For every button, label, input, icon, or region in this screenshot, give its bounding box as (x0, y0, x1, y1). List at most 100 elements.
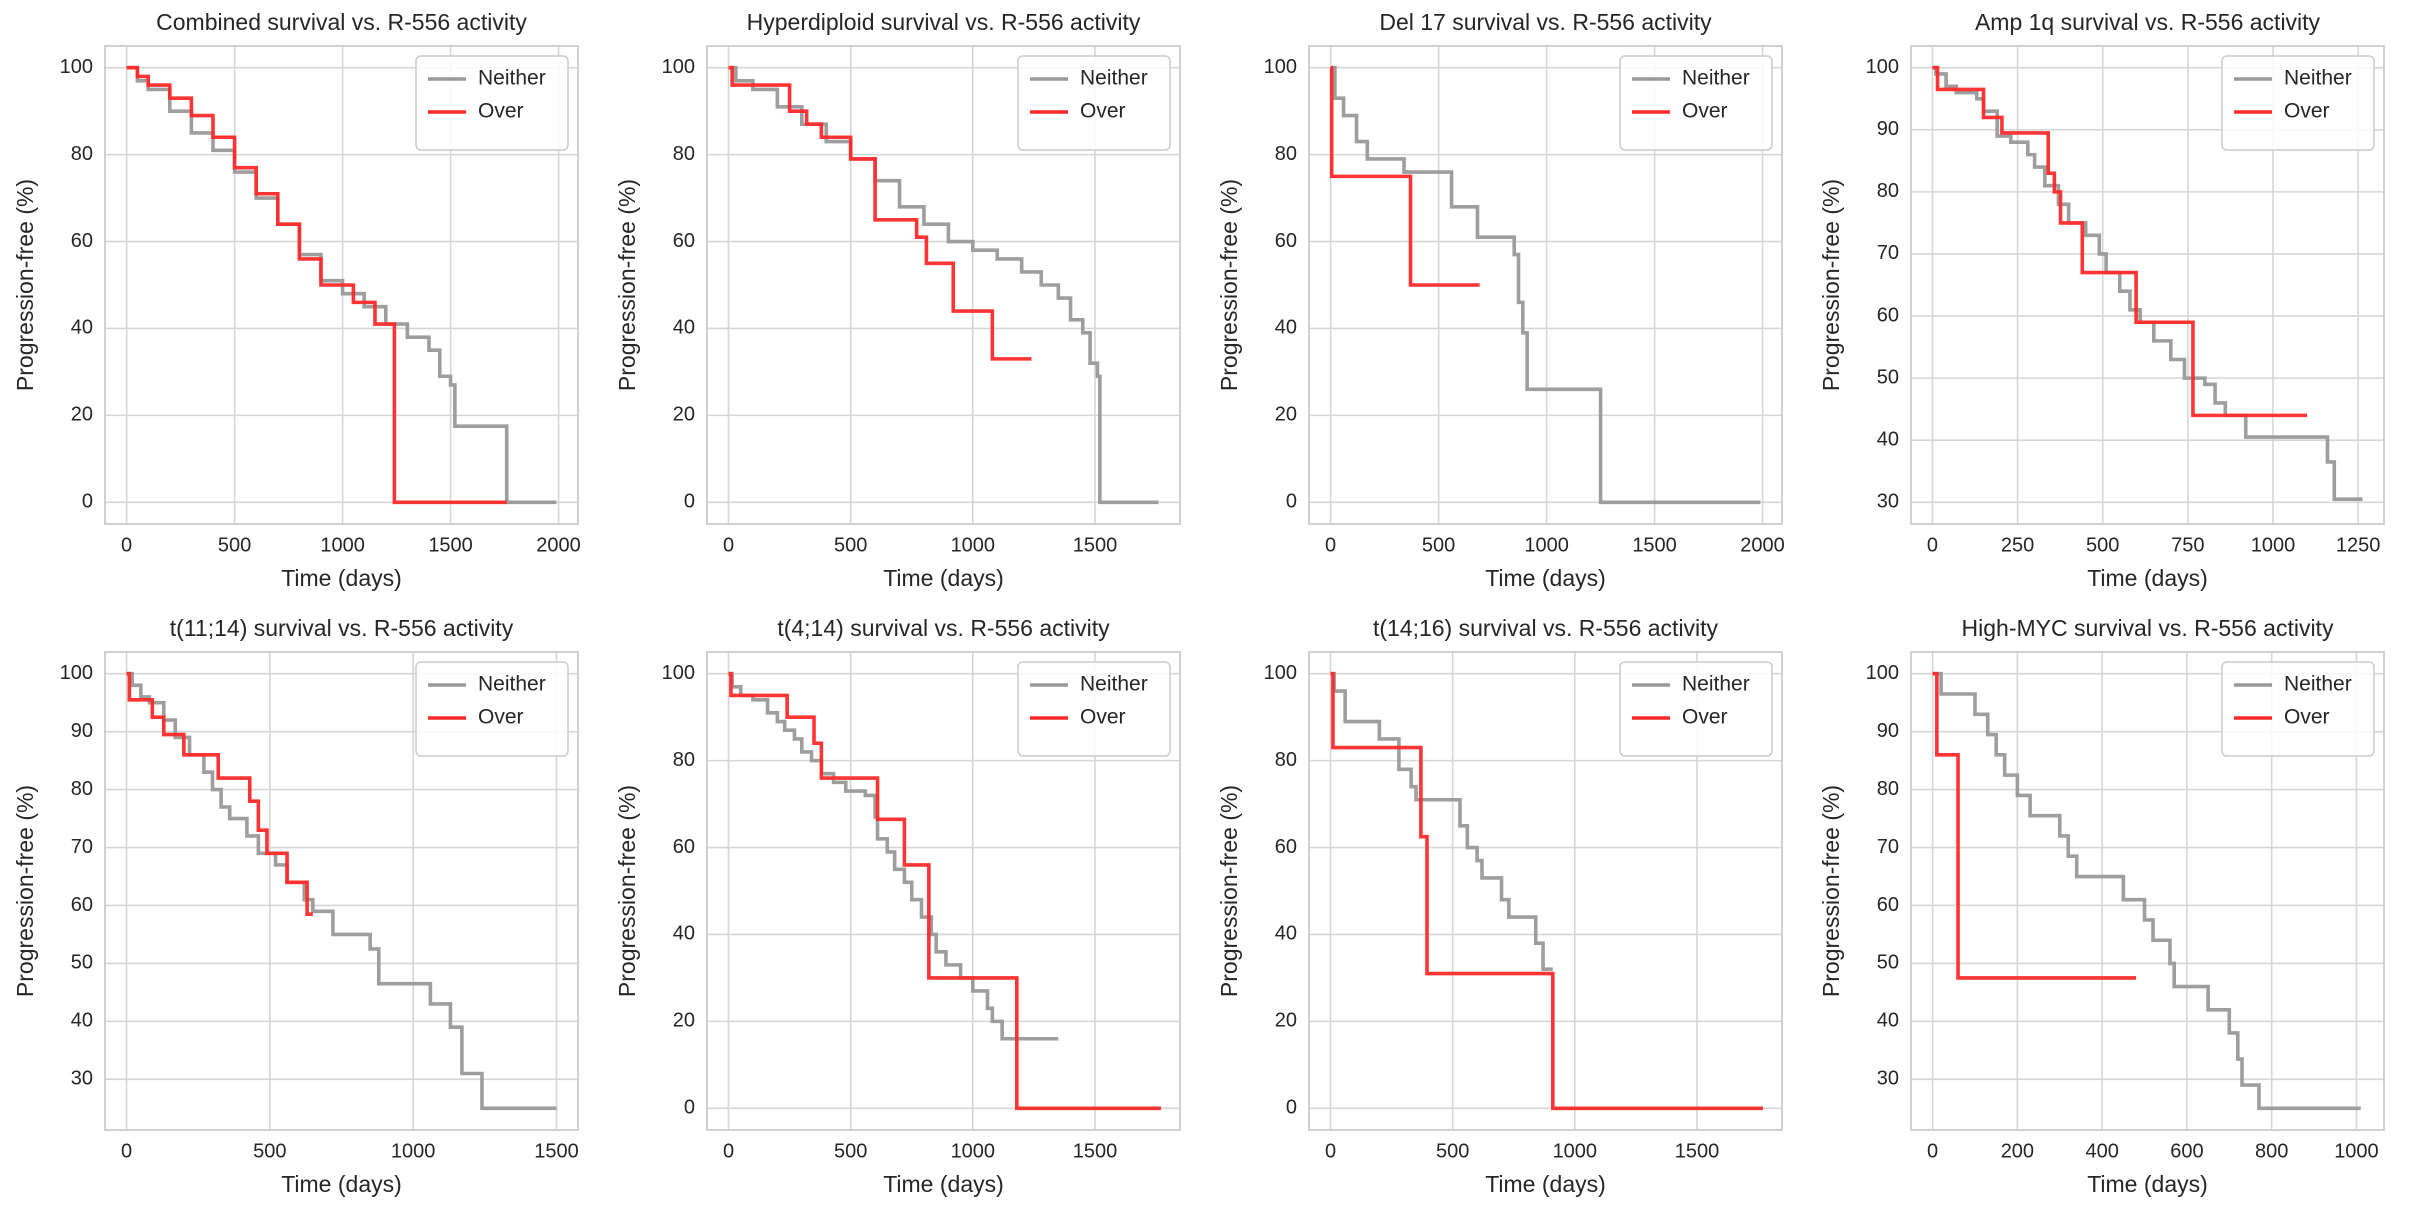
legend-label: Neither (2284, 673, 2352, 696)
chart-title: Hyperdiploid survival vs. R-556 activity (747, 9, 1141, 35)
x-tick-label: 500 (1436, 1140, 1469, 1162)
y-tick-label: 80 (71, 778, 93, 800)
x-tick-label: 1000 (1553, 1140, 1598, 1162)
x-tick-label: 1500 (1675, 1140, 1720, 1162)
axes-frame (706, 651, 1181, 1131)
y-tick-label: 100 (1866, 662, 1899, 684)
legend-label: Over (1080, 100, 1126, 123)
axes-frame (1910, 651, 2385, 1131)
y-tick-label: 20 (71, 404, 93, 426)
chart-title: t(14;16) survival vs. R-556 activity (1373, 615, 1719, 641)
x-tick-label: 1000 (951, 534, 996, 556)
survival-curve (126, 671, 313, 916)
x-tick-label: 1000 (1524, 534, 1569, 556)
x-axis-label: Time (days) (281, 1171, 402, 1197)
legend-label: Over (1080, 706, 1126, 729)
chart-title: t(4;14) survival vs. R-556 activity (777, 615, 1110, 641)
y-tick-label: 20 (1275, 1010, 1297, 1032)
legend-label: Over (2284, 706, 2330, 729)
chart-title: Amp 1q survival vs. R-556 activity (1975, 9, 2321, 35)
x-tick-label: 0 (121, 1140, 132, 1162)
subplot: 0 250 500 750 1000 1250 30 40 50 60 70 80 90 100 Amp 1… (1818, 9, 2385, 591)
subplot: 0 200 400 600 800 1000 30 40 50 60 70 80 90 100 High-M… (1818, 615, 2385, 1197)
x-tick-label: 1500 (534, 1140, 579, 1162)
y-tick-label: 60 (673, 836, 695, 858)
y-tick-label: 60 (673, 230, 695, 252)
y-axis-label: Progression-free (%) (1818, 179, 1844, 391)
survival-curve (1329, 65, 1480, 287)
axes-frame (1308, 651, 1783, 1131)
legend-label: Neither (2284, 67, 2352, 90)
x-tick-label: 400 (2085, 1140, 2118, 1162)
y-tick-label: 40 (673, 317, 695, 339)
y-axis-label: Progression-free (%) (12, 179, 38, 391)
y-tick-label: 0 (1286, 491, 1297, 513)
y-tick-label: 30 (71, 1068, 93, 1090)
y-tick-label: 30 (1877, 1068, 1899, 1090)
y-tick-label: 100 (1264, 662, 1297, 684)
subplot: 0 500 1000 1500 30 40 50 60 70 80 90 100 t(11;14) su… (12, 615, 579, 1197)
subplot: 0 500 1000 1500 0 20 40 60 80 100 Hyperdiploid sur… (614, 9, 1181, 591)
x-axis-label: Time (days) (2087, 1171, 2208, 1197)
y-axis-label: Progression-free (%) (1216, 179, 1242, 391)
subplot: 0 500 1000 1500 2000 0 20 40 60 80 100 Del 17 survi… (1216, 9, 1785, 591)
legend-label: Neither (478, 67, 546, 90)
x-tick-label: 2000 (536, 534, 581, 556)
x-tick-label: 0 (1927, 534, 1938, 556)
x-tick-label: 1000 (2334, 1140, 2379, 1162)
y-tick-label: 20 (673, 1010, 695, 1032)
y-tick-label: 0 (684, 1097, 695, 1119)
x-tick-label: 1500 (1073, 534, 1118, 556)
legend-label: Over (1682, 100, 1728, 123)
x-tick-label: 750 (2171, 534, 2204, 556)
x-tick-label: 1000 (2251, 534, 2296, 556)
y-tick-label: 80 (673, 749, 695, 771)
y-tick-label: 100 (662, 56, 695, 78)
survival-curve (1330, 65, 1761, 505)
x-tick-label: 500 (218, 534, 251, 556)
y-tick-label: 80 (1275, 749, 1297, 771)
y-tick-label: 40 (1877, 1010, 1899, 1032)
x-tick-label: 0 (1325, 1140, 1336, 1162)
y-tick-label: 40 (1877, 428, 1899, 450)
legend-label: Neither (478, 673, 546, 696)
axes-frame (706, 45, 1181, 525)
y-axis-label: Progression-free (%) (1818, 785, 1844, 997)
x-tick-label: 500 (2086, 534, 2119, 556)
legend-label: Neither (1682, 67, 1750, 90)
survival-curve (1330, 671, 1763, 1111)
y-tick-label: 100 (60, 662, 93, 684)
y-tick-label: 40 (673, 923, 695, 945)
y-tick-label: 60 (1275, 836, 1297, 858)
y-tick-label: 60 (1275, 230, 1297, 252)
x-tick-label: 600 (2170, 1140, 2203, 1162)
x-tick-label: 1250 (2336, 534, 2381, 556)
x-axis-label: Time (days) (281, 565, 402, 591)
y-axis-label: Progression-free (%) (1216, 785, 1242, 997)
x-tick-label: 500 (253, 1140, 286, 1162)
axes-frame (1910, 45, 2385, 525)
survival-curve (1932, 671, 2137, 980)
y-tick-label: 40 (1275, 923, 1297, 945)
x-tick-label: 0 (1927, 1140, 1938, 1162)
y-tick-label: 50 (1877, 366, 1899, 388)
survival-curve (728, 671, 1161, 1111)
survival-curve (126, 65, 507, 505)
legend-label: Neither (1080, 67, 1148, 90)
subplot: 0 500 1000 1500 2000 0 20 40 60 80 100 Combined sur… (12, 9, 581, 591)
axes-frame (104, 45, 579, 525)
x-tick-label: 1000 (391, 1140, 436, 1162)
subplot: 0 500 1000 1500 0 20 40 60 80 100 t(14;16) surviva… (1216, 615, 1783, 1197)
x-tick-label: 500 (834, 1140, 867, 1162)
y-axis-label: Progression-free (%) (12, 785, 38, 997)
x-axis-label: Time (days) (1485, 565, 1606, 591)
x-axis-label: Time (days) (1485, 1171, 1606, 1197)
y-tick-label: 40 (1275, 317, 1297, 339)
x-axis-label: Time (days) (2087, 565, 2208, 591)
x-tick-label: 0 (723, 1140, 734, 1162)
y-axis-label: Progression-free (%) (614, 785, 640, 997)
y-tick-label: 100 (1866, 56, 1899, 78)
legend-label: Neither (1080, 673, 1148, 696)
y-tick-label: 70 (1877, 836, 1899, 858)
y-tick-label: 20 (673, 404, 695, 426)
